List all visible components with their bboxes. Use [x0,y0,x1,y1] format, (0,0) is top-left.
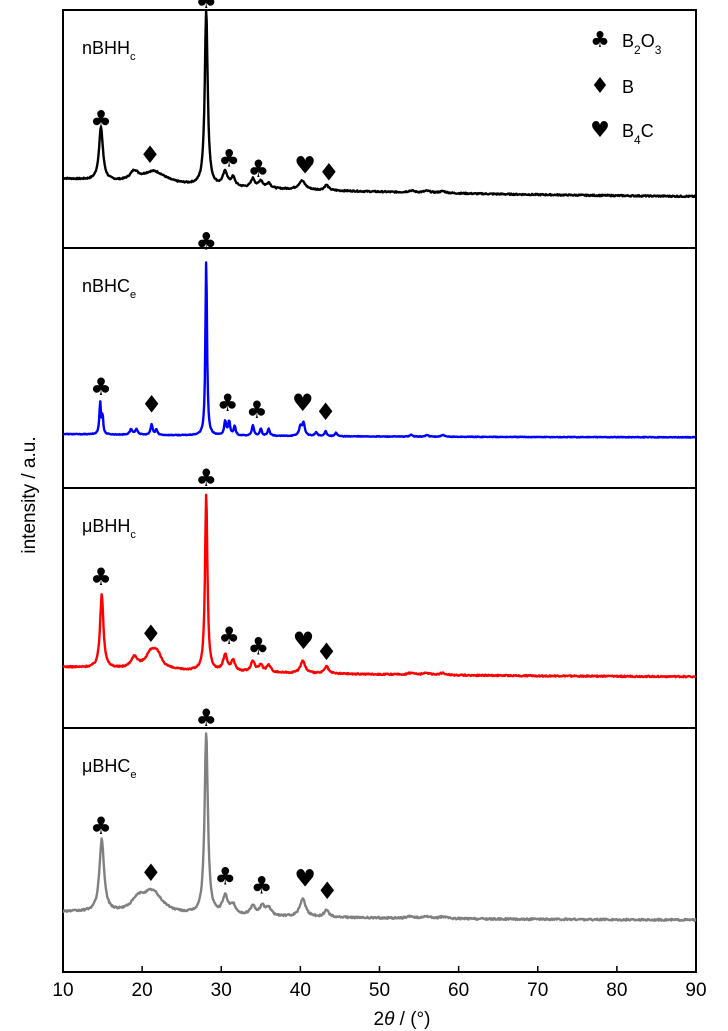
peak-marker: ♣ [217,389,239,417]
legend-label: B4C [622,121,654,147]
legend-item: ♦ B [590,74,634,99]
x-tick-label: 60 [448,980,469,1001]
x-axis-label-theta: θ [384,1009,395,1030]
legend-symbol: ♥ [590,118,610,143]
panel-frame [62,247,697,489]
panel-label: nBHCe [82,276,136,301]
panel-nBHCe: nBHCe♣♦♣♣ ♣ ♥ ♦ [62,227,697,489]
panel-label: μBHHc [82,516,136,541]
panels: nBHHc♣♦♣♣♣♥♦nBHCe♣♦♣♣♣♥♦μBHHc♣♦♣♣♣♥♦μBHC… [62,0,697,973]
peak-marker: ♦ [140,620,162,648]
y-axis-label: intensity / a.u. [19,436,40,553]
peak-marker: ♣ [90,106,112,134]
peak-marker: ♣ [248,155,270,183]
panel-μBHCe: μBHCe♣♦♣♣ ♣ ♥ ♦ [62,704,697,973]
panel-label-sub: c [130,51,136,63]
panel-label-sub: e [130,289,136,301]
peak-marker: ♦ [139,141,161,169]
peak-marker: ♥ [293,627,315,655]
peak-marker: ♣ [195,0,217,14]
x-tick-label: 40 [290,980,311,1001]
peak-marker: ♣ [248,633,270,661]
peak-marker: ♣ [218,622,240,650]
legend: ♣ B2O3♦ B♥ B4C [590,28,662,147]
series-line-nBHCe [62,261,697,439]
peak-marker: ♣ [90,563,112,591]
peak-marker: ♣ [214,863,236,891]
panel-label-main: μBHH [82,516,130,536]
legend-label: B2O3 [622,31,662,57]
series-line-μBHHc [62,493,697,679]
peak-marker: ♥ [292,389,314,417]
panel-label-sub: c [130,529,136,541]
peak-marker: ♣ [90,812,112,840]
x-axis-label-prefix: 2 [374,1009,385,1030]
x-tick-label: 30 [211,980,232,1001]
x-tick-label: 50 [369,980,390,1001]
peak-marker: ♦ [316,638,338,666]
series-line-μBHCe [62,732,697,922]
peak-marker: ♥ [294,151,316,179]
panel-μBHHc: μBHHc♣♦♣♣ ♣ ♥ ♦ [62,464,697,729]
peak-marker: ♥ [294,864,316,892]
legend-symbol: ♦ [590,74,610,99]
panel-frame [62,727,697,973]
peak-marker: ♣ [246,396,268,424]
panel-label: μBHCe [82,756,137,781]
peak-marker: ♣ [218,144,240,172]
x-axis: 10 20 30 40 50 60 70 80 90 [52,966,707,1001]
peak-marker: ♣ [90,373,112,401]
series-line-nBHHc [62,9,697,199]
x-tick-label: 70 [527,980,548,1001]
panel-label: nBHHc [82,38,136,63]
panel-label-main: nBHC [82,276,130,296]
peak-marker: ♦ [141,391,163,419]
panel-frame [62,487,697,729]
peak-marker: ♣ [195,464,217,492]
panel-label-sub: e [130,769,136,781]
legend-symbol: ♣ [590,28,610,53]
panel-label-main: μBHC [82,756,130,776]
peak-marker: ♦ [315,398,337,426]
x-tick-label: 80 [606,980,627,1001]
peak-marker: ♦ [317,877,339,905]
legend-item: ♥ B4C [590,118,654,147]
peak-marker: ♦ [318,158,340,186]
peak-marker: ♣ [195,227,217,255]
x-axis-label: 2θ / (°) [374,1009,431,1030]
x-tick-label: 20 [132,980,153,1001]
panel-label-main: nBHH [82,38,130,58]
legend-item: ♣ B2O3 [590,28,662,57]
peak-marker: ♦ [140,859,162,887]
x-tick-label: 90 [685,980,706,1001]
x-axis-label-suffix: / (°) [394,1009,430,1030]
peak-marker: ♣ [195,704,217,732]
x-tick-label: 10 [52,980,73,1001]
legend-label: B [622,77,634,97]
peak-marker: ♣ [251,872,273,900]
